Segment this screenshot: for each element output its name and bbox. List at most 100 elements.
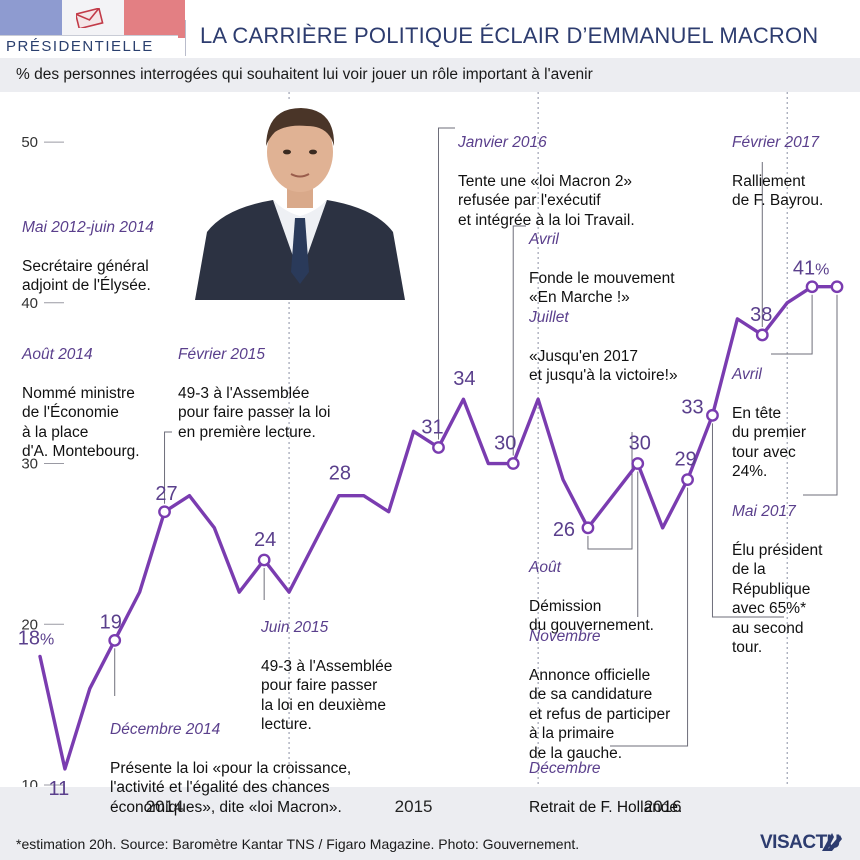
flag-blue-stripe (0, 0, 62, 38)
point-label: 18% (18, 627, 54, 649)
envelope-icon (76, 8, 104, 28)
x-axis-band (0, 787, 860, 826)
data-point (706, 408, 719, 422)
x-axis-years: 2014201520162017 (0, 787, 860, 826)
data-point (432, 441, 445, 454)
point-label: 24 (254, 529, 276, 551)
data-point (631, 457, 645, 470)
annotation-elysee: Mai 2012-juin 2014 Secrétaire général ad… (22, 198, 154, 296)
annotation-text: 49-3 à l'Assemblée pour faire passer la … (261, 657, 393, 734)
data-point (805, 280, 819, 294)
point-label: 34 (453, 368, 475, 390)
point-label: 41% (793, 258, 829, 280)
annotation-text: «Jusqu'en 2017 et jusqu'à la victoire!» (529, 347, 678, 385)
y-tick-label: 50 (21, 134, 38, 151)
point-label: 11 (49, 778, 70, 800)
annotation-49-3-second: Juin 2015 49-3 à l'Assemblée pour faire … (261, 598, 392, 735)
annotation-hollande: Décembre Retrait de F. Hollande. (529, 739, 682, 817)
point-markers (108, 280, 844, 647)
point-label: 30 (494, 433, 516, 455)
annotation-leaders (114, 127, 838, 747)
chart-subtitle: % des personnes interrogées qui souhaite… (16, 66, 593, 83)
tricolor-flag-banner (0, 0, 185, 38)
point-label: 30 (629, 433, 651, 455)
annotation-date: Juillet (529, 308, 569, 326)
point-label: 33 (681, 396, 703, 418)
data-point (108, 633, 122, 647)
y-tick-label: 30 (21, 456, 38, 473)
annotation-date: Janvier 2016 (458, 133, 547, 151)
y-tick-label: 40 (21, 295, 38, 312)
annotation-text: 49-3 à l'Assemblée pour faire passer la … (178, 384, 331, 441)
section-label: PRÉSIDENTIELLE (0, 35, 178, 58)
annotation-text: Élu président de la République avec 65%*… (732, 541, 823, 657)
point-label: 26 (553, 519, 575, 541)
leader-line (512, 225, 526, 456)
data-point (506, 457, 520, 470)
annotation-text: Ralliement de F. Bayrou. (732, 172, 824, 210)
point-label: 27 (155, 483, 177, 505)
annotation-date: Mai 2017 (732, 502, 796, 520)
annotation-text: Tente une «loi Macron 2» refusée par l'e… (458, 172, 635, 229)
annotation-text: Fonde le mouvement «En Marche !» (529, 269, 675, 307)
header-bar: PRÉSIDENTIELLE LA CARRIÈRE POLITIQUE ÉCL… (0, 0, 860, 58)
annotation-loi-macron: Décembre 2014 Présente la loi «pour la c… (110, 700, 351, 817)
annotation-date: Mai 2012-juin 2014 (22, 218, 154, 236)
data-point (830, 280, 844, 294)
annotation-demission: Août Démission du gouvernement. (529, 538, 654, 636)
annotation-text: Démission du gouvernement. (529, 597, 654, 635)
annotation-candidature: Novembre Annonce officielle de sa candid… (529, 607, 670, 763)
annotation-text: Annonce officielle de sa candidature et … (529, 666, 671, 762)
year-label: 2016 (644, 797, 682, 816)
annotation-49-3-first: Février 2015 49-3 à l'Assemblée pour fai… (178, 325, 331, 442)
annotation-date: Février 2017 (732, 133, 820, 151)
leader-line (771, 294, 813, 355)
brand-mark-icon (822, 833, 842, 851)
subtitle-bar: % des personnes interrogées qui souhaite… (0, 58, 860, 92)
portrait-photo (195, 100, 405, 300)
footer-bar: *estimation 20h. Source: Baromètre Kanta… (0, 826, 860, 860)
leader-line (610, 487, 689, 747)
leader-line (438, 127, 455, 440)
point-label-suffix: % (40, 631, 54, 648)
annotation-date: Août 2014 (22, 345, 93, 363)
annotation-loi-macron-2: Janvier 2016 Tente une «loi Macron 2» re… (458, 113, 635, 230)
point-label: 28 (329, 463, 351, 485)
annotation-text: Nommé ministre de l'Économie à la place … (22, 384, 140, 461)
point-label: 31 (421, 416, 443, 438)
annotation-date: Avril (732, 365, 762, 383)
point-label: 38 (750, 304, 772, 326)
data-point (755, 328, 769, 342)
annotation-date: Décembre 2014 (110, 720, 221, 738)
annotation-minister: Août 2014 Nommé ministre de l'Économie à… (22, 325, 140, 462)
annotation-text: Retrait de F. Hollande. (529, 798, 683, 816)
annotation-premier-tour: Avril En tête du premier tour avec 24%. (732, 345, 806, 482)
source-note: *estimation 20h. Source: Baromètre Kanta… (16, 836, 580, 852)
point-label-suffix: % (815, 262, 829, 279)
year-label: 2014 (146, 797, 184, 816)
annotation-text: En tête du premier tour avec 24%. (732, 404, 807, 481)
flag-red-stripe (124, 0, 185, 38)
annotation-date: Août (529, 558, 561, 576)
title-divider (185, 20, 186, 56)
brand-logo: VISACTU (760, 832, 840, 853)
annotation-date: Juin 2015 (261, 618, 329, 636)
annotation-date: Avril (529, 230, 559, 248)
annotation-date: Février 2015 (178, 345, 266, 363)
annotation-elu: Mai 2017 Élu président de la République … (732, 482, 822, 658)
point-labels: 18% 11 19 27 24 28 31 34 30 26 30 29 33 38 41% (18, 258, 830, 800)
annotation-victoire: Juillet «Jusqu'en 2017 et jusqu'à la vic… (529, 288, 678, 386)
year-label: 2015 (395, 797, 433, 816)
leader-line (711, 423, 784, 618)
point-label: 29 (674, 449, 696, 471)
annotation-bayrou: Février 2017 Ralliement de F. Bayrou. (732, 113, 823, 211)
annotation-text: Présente la loi «pour la croissance, l'a… (110, 759, 352, 816)
leader-line (164, 431, 172, 504)
y-tick-label: 20 (21, 616, 38, 633)
point-label: 19 (100, 611, 122, 633)
leader-line (587, 432, 633, 550)
data-point (257, 553, 271, 567)
annotation-date: Novembre (529, 627, 601, 645)
